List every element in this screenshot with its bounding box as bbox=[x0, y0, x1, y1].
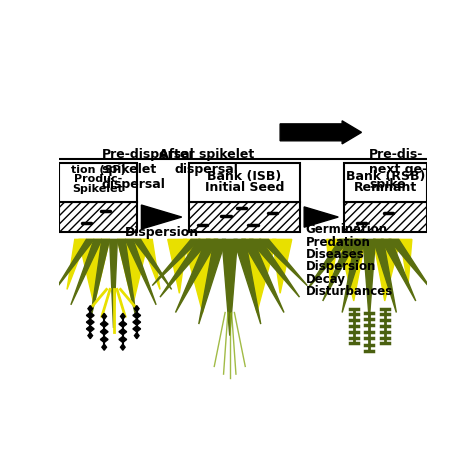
Polygon shape bbox=[88, 333, 92, 339]
Polygon shape bbox=[109, 239, 118, 328]
Polygon shape bbox=[400, 239, 412, 285]
Polygon shape bbox=[133, 319, 141, 325]
Polygon shape bbox=[381, 239, 416, 301]
Text: Remnant: Remnant bbox=[354, 181, 417, 193]
Polygon shape bbox=[133, 239, 172, 290]
Polygon shape bbox=[71, 239, 102, 305]
Polygon shape bbox=[241, 239, 276, 312]
Polygon shape bbox=[102, 313, 107, 319]
Polygon shape bbox=[119, 337, 127, 343]
Bar bbox=[190, 163, 300, 201]
Polygon shape bbox=[100, 328, 108, 335]
Polygon shape bbox=[86, 319, 94, 325]
Bar bbox=[345, 201, 427, 232]
Polygon shape bbox=[304, 207, 338, 227]
Text: Initial Seed: Initial Seed bbox=[205, 181, 284, 193]
Text: tion (SP): tion (SP) bbox=[71, 165, 126, 175]
Polygon shape bbox=[120, 313, 125, 319]
Text: Dispersion: Dispersion bbox=[125, 226, 199, 238]
Polygon shape bbox=[323, 239, 357, 301]
Text: Produc-: Produc- bbox=[74, 174, 122, 184]
Polygon shape bbox=[342, 239, 365, 312]
Polygon shape bbox=[133, 326, 141, 332]
Polygon shape bbox=[222, 239, 237, 336]
Text: Germination: Germination bbox=[306, 223, 388, 237]
Polygon shape bbox=[125, 239, 156, 305]
Polygon shape bbox=[119, 328, 127, 335]
Polygon shape bbox=[90, 239, 109, 320]
Polygon shape bbox=[168, 239, 187, 293]
Bar bbox=[345, 163, 427, 201]
Polygon shape bbox=[88, 306, 92, 312]
Polygon shape bbox=[338, 239, 365, 301]
Polygon shape bbox=[175, 239, 218, 312]
Polygon shape bbox=[67, 239, 86, 290]
Polygon shape bbox=[141, 239, 160, 290]
Text: Pre-dispersal
spikelet
dispersal: Pre-dispersal spikelet dispersal bbox=[102, 148, 195, 191]
Polygon shape bbox=[307, 239, 350, 290]
Polygon shape bbox=[118, 239, 137, 320]
Text: Bank (RSB): Bank (RSB) bbox=[346, 170, 425, 183]
Polygon shape bbox=[241, 239, 284, 312]
Polygon shape bbox=[249, 239, 300, 297]
Text: Decay: Decay bbox=[306, 273, 346, 285]
Polygon shape bbox=[234, 239, 261, 324]
Polygon shape bbox=[152, 239, 201, 285]
Text: Spikelet: Spikelet bbox=[73, 183, 123, 193]
Text: Diseases: Diseases bbox=[306, 248, 365, 261]
Bar bbox=[190, 201, 300, 232]
Polygon shape bbox=[120, 344, 125, 350]
Polygon shape bbox=[273, 239, 292, 293]
Bar bbox=[59, 201, 137, 232]
Polygon shape bbox=[373, 239, 400, 301]
Polygon shape bbox=[183, 239, 218, 312]
Polygon shape bbox=[86, 312, 94, 319]
Polygon shape bbox=[100, 337, 108, 343]
Polygon shape bbox=[373, 239, 396, 312]
Polygon shape bbox=[327, 239, 338, 285]
Polygon shape bbox=[55, 239, 94, 290]
Text: Pre-dis-
next ge-
spike: Pre-dis- next ge- spike bbox=[369, 148, 428, 191]
Text: Disturbances: Disturbances bbox=[306, 285, 393, 298]
Polygon shape bbox=[199, 239, 226, 324]
Polygon shape bbox=[102, 344, 107, 350]
Text: Predation: Predation bbox=[306, 236, 371, 248]
Polygon shape bbox=[259, 239, 307, 285]
Text: Dispersion: Dispersion bbox=[306, 260, 376, 273]
Polygon shape bbox=[363, 239, 375, 320]
Polygon shape bbox=[133, 312, 141, 319]
Polygon shape bbox=[86, 326, 94, 332]
Polygon shape bbox=[119, 321, 127, 327]
Bar bbox=[59, 163, 137, 201]
FancyArrow shape bbox=[280, 121, 362, 144]
Polygon shape bbox=[100, 321, 108, 327]
Polygon shape bbox=[118, 239, 148, 305]
Polygon shape bbox=[389, 239, 431, 290]
Polygon shape bbox=[141, 205, 182, 229]
Text: After spikelet
dispersal: After spikelet dispersal bbox=[159, 148, 254, 176]
Polygon shape bbox=[160, 239, 210, 297]
Polygon shape bbox=[79, 239, 109, 305]
Polygon shape bbox=[135, 333, 139, 339]
Text: Bank (ISB): Bank (ISB) bbox=[207, 170, 282, 183]
Polygon shape bbox=[135, 306, 139, 312]
